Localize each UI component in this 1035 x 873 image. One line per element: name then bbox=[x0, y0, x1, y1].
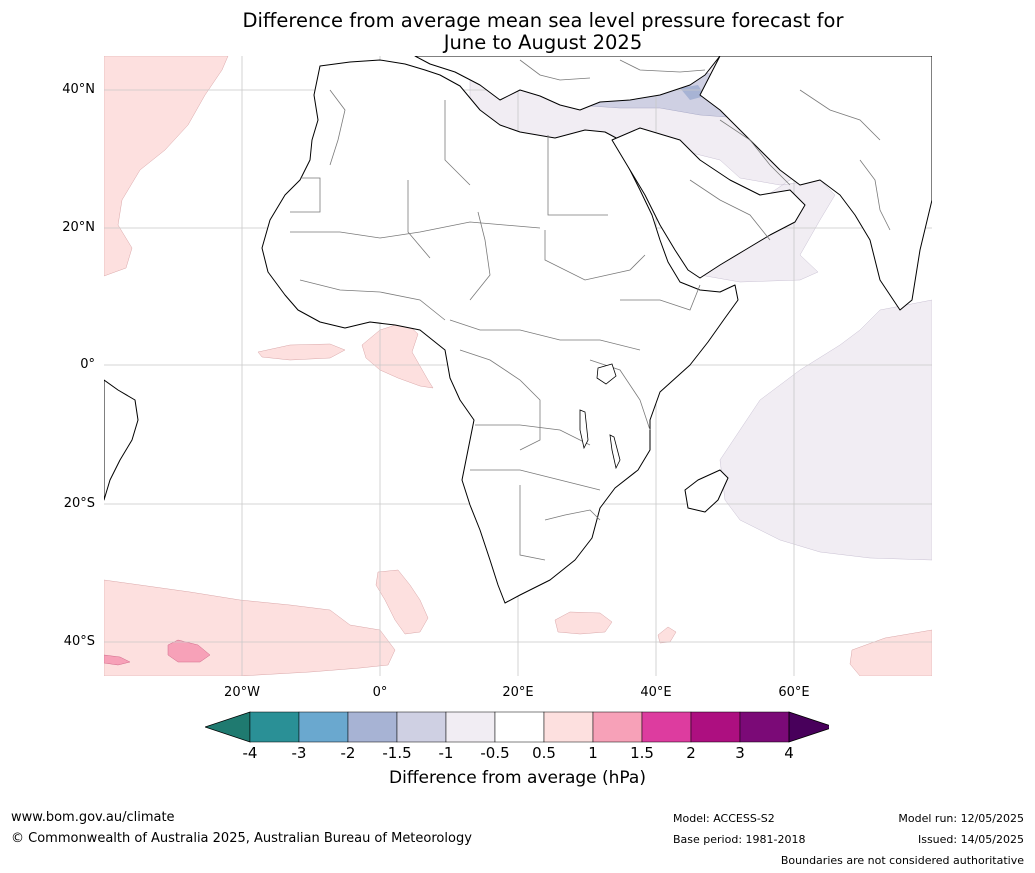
border-india-pakistan bbox=[859, 159, 891, 231]
border-central-asia bbox=[799, 89, 881, 141]
lat-label-20n: 20°N bbox=[62, 220, 95, 235]
border-southern-africa bbox=[470, 469, 601, 491]
border-western-sahara bbox=[290, 177, 321, 213]
border-morocco-algeria bbox=[329, 89, 346, 166]
border-mali-niger bbox=[407, 180, 431, 259]
lakes bbox=[579, 363, 621, 470]
colorbar-segment bbox=[445, 711, 496, 743]
border-congo bbox=[459, 349, 541, 451]
colorbar-tick-label: -2 bbox=[340, 744, 356, 762]
border-angola-zambia bbox=[475, 424, 591, 446]
footer-website[interactable]: www.bom.gov.au/climate bbox=[11, 810, 175, 825]
colorbar-tick-label: 2 bbox=[686, 744, 696, 762]
colorbar-tick-label: -3 bbox=[291, 744, 307, 762]
south-america-landmass bbox=[104, 379, 139, 501]
border-east-africa bbox=[589, 359, 651, 431]
country-borders bbox=[290, 59, 891, 561]
lon-label-20w: 20°W bbox=[224, 685, 260, 700]
colorbar-segment bbox=[249, 711, 300, 743]
border-ethiopia bbox=[620, 284, 701, 311]
colorbar-tick-label: -0.5 bbox=[480, 744, 510, 762]
colorbar-extend-high bbox=[788, 711, 836, 743]
europe-landmass bbox=[414, 56, 721, 111]
footer-model-run: Model run: 12/05/2025 bbox=[898, 812, 1024, 825]
colorbar bbox=[203, 711, 836, 743]
colorbar-svg bbox=[203, 711, 836, 743]
map-canvas[interactable] bbox=[104, 56, 932, 676]
colorbar-segment bbox=[543, 711, 594, 743]
colorbar-segment bbox=[494, 711, 545, 743]
anomaly-strong-positive bbox=[104, 639, 211, 666]
lat-label-20s: 20°S bbox=[63, 496, 95, 511]
anomaly-small-blue-1 bbox=[680, 85, 705, 100]
colorbar-tick-label: 1.5 bbox=[630, 744, 654, 762]
colorbar-segment bbox=[690, 711, 741, 743]
border-europe-balkans bbox=[519, 59, 591, 81]
footer-base-period: Base period: 1981-2018 bbox=[673, 833, 806, 846]
lake-malawi bbox=[609, 434, 621, 470]
lon-label-0: 0° bbox=[372, 685, 388, 700]
colorbar-segment bbox=[641, 711, 692, 743]
lon-label-40e: 40°E bbox=[640, 685, 672, 700]
colorbar-tick-label: 3 bbox=[735, 744, 745, 762]
colorbar-segment bbox=[347, 711, 398, 743]
colorbar-tick-label: 0.5 bbox=[532, 744, 556, 762]
border-namibia-botswana bbox=[519, 485, 546, 561]
colorbar-segment bbox=[592, 711, 643, 743]
lat-label-40n: 40°N bbox=[62, 82, 95, 97]
border-west-africa bbox=[299, 279, 446, 321]
lon-label-20e: 20°E bbox=[502, 685, 534, 700]
lake-tanganyika bbox=[579, 409, 589, 450]
border-sahel bbox=[290, 221, 541, 239]
footer-copyright: © Commonwealth of Australia 2025, Austra… bbox=[11, 831, 472, 846]
colorbar-segment bbox=[739, 711, 790, 743]
footer-issued: Issued: 14/05/2025 bbox=[917, 833, 1024, 846]
border-algeria-libya bbox=[444, 100, 471, 186]
colorbar-tick-label: -1 bbox=[438, 744, 454, 762]
anomaly-south-of-africa bbox=[554, 611, 613, 635]
lat-label-equator: 0° bbox=[80, 357, 95, 372]
lake-victoria bbox=[596, 363, 617, 385]
madagascar-landmass bbox=[684, 469, 729, 513]
border-europe-east bbox=[619, 59, 706, 73]
colorbar-tick-label: 4 bbox=[784, 744, 794, 762]
colorbar-label: Difference from average (hPa) bbox=[389, 768, 646, 788]
border-arabia-internal bbox=[689, 179, 771, 241]
map-panel[interactable] bbox=[104, 56, 932, 676]
border-iran-iraq bbox=[719, 119, 791, 186]
anomaly-north-atlantic bbox=[104, 56, 229, 277]
footer-boundaries-note: Boundaries are not considered authoritat… bbox=[780, 854, 1024, 867]
colorbar-tick-label: -4 bbox=[242, 744, 258, 762]
lon-label-60e: 60°E bbox=[778, 685, 810, 700]
title-line-1: Difference from average mean sea level p… bbox=[242, 9, 844, 32]
coastlines bbox=[104, 56, 932, 604]
border-sudan bbox=[544, 230, 646, 281]
lat-label-40s: 40°S bbox=[63, 634, 95, 649]
border-chad bbox=[469, 211, 491, 301]
colorbar-tick-label: -1.5 bbox=[382, 744, 412, 762]
anomaly-tropical-atlantic bbox=[257, 343, 346, 361]
anomaly-pink-patch-2 bbox=[104, 654, 131, 666]
colorbar-tick-label: 1 bbox=[588, 744, 598, 762]
border-central-africa bbox=[449, 319, 641, 351]
arabia-landmass bbox=[611, 127, 806, 279]
anomaly-pink-patch-1 bbox=[167, 639, 211, 663]
border-libya-egypt bbox=[547, 135, 608, 216]
footer-model: Model: ACCESS-S2 bbox=[673, 812, 775, 825]
border-south-africa bbox=[544, 509, 601, 521]
anomaly-southern-indian bbox=[849, 629, 932, 676]
colorbar-segment bbox=[396, 711, 447, 743]
anomaly-south-atlantic-patch bbox=[375, 569, 429, 635]
colorbar-extend-low bbox=[203, 711, 251, 743]
title-line-2: June to August 2025 bbox=[443, 31, 643, 54]
map-title: Difference from average mean sea level p… bbox=[0, 10, 1035, 54]
africa-landmass bbox=[261, 59, 739, 604]
asia-landmass bbox=[699, 56, 932, 311]
colorbar-segment bbox=[298, 711, 349, 743]
